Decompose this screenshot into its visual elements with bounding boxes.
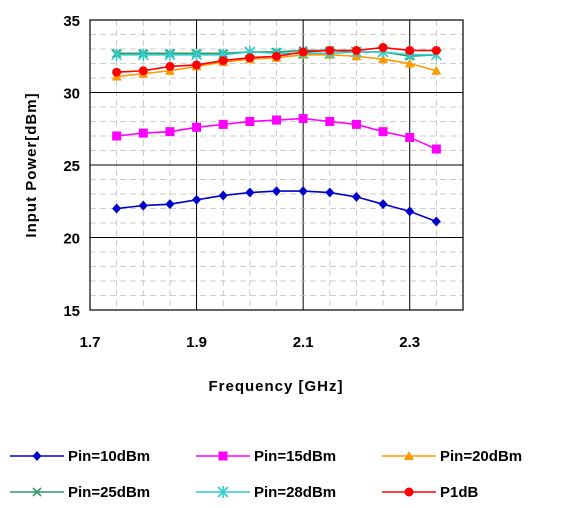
data-point <box>325 117 334 126</box>
y-tick-label: 15 <box>63 303 80 320</box>
legend-label: Pin=10dBm <box>68 448 150 465</box>
legend-label: Pin=25dBm <box>68 484 150 501</box>
data-point <box>405 46 414 55</box>
data-point <box>112 132 121 141</box>
data-point <box>112 204 121 214</box>
data-point <box>379 127 388 136</box>
legend-swatch-marker <box>219 452 228 461</box>
legend-entry: P1dB <box>382 484 479 501</box>
x-axis-ticks: 1.7 1.9 2.1 2.3 <box>80 334 421 351</box>
data-point <box>112 68 121 77</box>
data-point <box>352 46 361 55</box>
y-tick-label: 25 <box>63 158 80 175</box>
data-point <box>272 116 281 125</box>
data-point <box>352 120 361 129</box>
data-point <box>272 52 281 61</box>
legend-label: Pin=20dBm <box>440 448 522 465</box>
data-point <box>165 62 174 71</box>
legend-entry: Pin=28dBm <box>196 484 336 501</box>
legend-swatch-marker <box>405 488 414 497</box>
data-point <box>432 217 441 227</box>
legend: Pin=10dBm Pin=15dBm Pin=20dBm Pin=25dBm Pin=… <box>10 448 522 501</box>
data-point <box>219 56 228 65</box>
data-point <box>139 129 148 138</box>
data-point <box>192 195 201 205</box>
legend-swatch-marker <box>33 451 42 461</box>
data-point <box>165 199 174 209</box>
data-point <box>165 127 174 136</box>
legend-entry: Pin=20dBm <box>382 448 522 465</box>
y-axis-title: Input Power[dBm] <box>23 92 40 237</box>
legend-entry: Pin=10dBm <box>10 448 150 465</box>
data-point <box>219 120 228 129</box>
legend-entry: Pin=15dBm <box>196 448 336 465</box>
x-tick-label: 2.3 <box>399 334 420 351</box>
legend-label: Pin=28dBm <box>254 484 336 501</box>
data-point <box>325 188 334 198</box>
data-point <box>432 46 441 55</box>
data-point <box>352 192 361 202</box>
data-point <box>379 199 388 209</box>
y-tick-label: 20 <box>63 231 80 248</box>
data-point <box>432 145 441 154</box>
data-point <box>245 53 254 62</box>
data-point <box>405 133 414 142</box>
data-point <box>379 43 388 52</box>
legend-entry: Pin=25dBm <box>10 484 150 501</box>
x-tick-label: 1.7 <box>80 334 101 351</box>
data-point <box>245 188 254 198</box>
data-point <box>299 114 308 123</box>
data-point <box>299 186 308 196</box>
x-tick-label: 2.1 <box>293 334 314 351</box>
data-point <box>219 190 228 200</box>
y-tick-label: 35 <box>63 13 80 30</box>
data-point <box>299 47 308 56</box>
x-tick-label: 1.9 <box>186 334 207 351</box>
y-axis-ticks: 15 20 25 30 35 <box>63 13 80 320</box>
y-tick-label: 30 <box>63 86 80 103</box>
data-point <box>192 123 201 132</box>
data-point <box>245 117 254 126</box>
data-point <box>405 206 414 216</box>
data-point <box>192 60 201 69</box>
legend-label: Pin=15dBm <box>254 448 336 465</box>
data-point <box>139 201 148 211</box>
data-point <box>272 186 281 196</box>
x-axis-title: Frequency [GHz] <box>208 378 343 395</box>
legend-label: P1dB <box>440 484 479 501</box>
data-point <box>139 66 148 75</box>
data-point <box>325 46 334 55</box>
